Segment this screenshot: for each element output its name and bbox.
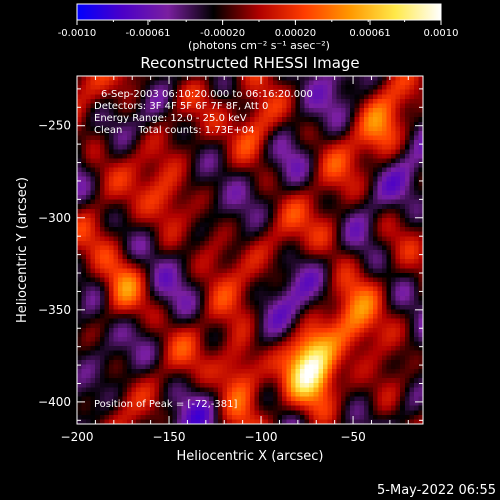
colorbar-tick-label: 0.0010 [424,28,459,39]
clean-text: Clean Total counts: 1.73E+04 [94,125,254,136]
colorbar-tick-label: 0.00061 [349,28,390,39]
colorbar-tick-label: -0.00020 [200,28,245,39]
colorbar: -0.0010 -0.00061 -0.00020 0.00020 0.00061 0.0… [58,4,459,52]
energy-text: Energy Range: 12.0 - 25.0 keV [94,113,247,124]
x-tick-label: −150 [153,430,186,444]
colorbar-tick-label: -0.00061 [125,28,170,39]
y-tick-label: −250 [38,119,71,133]
colorbar-ticks: -0.0010 -0.00061 -0.00020 0.00020 0.00061 0.0… [58,20,459,39]
x-tick-label: −200 [61,430,94,444]
x-tick-label: −50 [340,430,365,444]
y-tick-label: −300 [38,211,71,225]
peak-position-text: Position of Peak = [-72,-381] [94,399,238,410]
colorbar-tick-label: -0.0010 [58,28,97,39]
chart-title: Reconstructed RHESSI Image [140,54,359,72]
plot-area: −200 −150 −100 −50 −400 −350 −300 −250 6-Sep-2… [38,76,423,444]
detectors-text: Detectors: 3F 4F 5F 6F 7F 8F, Att 0 [94,101,268,112]
x-axis-label: Heliocentric X (arcsec) [177,449,324,464]
footer-date: 5-May-2022 06:55 [377,483,496,498]
colorbar-strip [77,4,441,20]
colorbar-units: (photons cm⁻² s⁻¹ asec⁻²) [188,39,330,52]
colorbar-tick-label: 0.00020 [275,28,316,39]
y-tick-label: −400 [38,395,71,409]
y-axis-label: Heliocentric Y (arcsec) [15,177,30,323]
time-range-text: 6-Sep-2003 06:10:20.000 to 06:16:20.000 [101,89,313,100]
x-tick-label: −100 [245,430,278,444]
y-tick-label: −350 [38,303,71,317]
